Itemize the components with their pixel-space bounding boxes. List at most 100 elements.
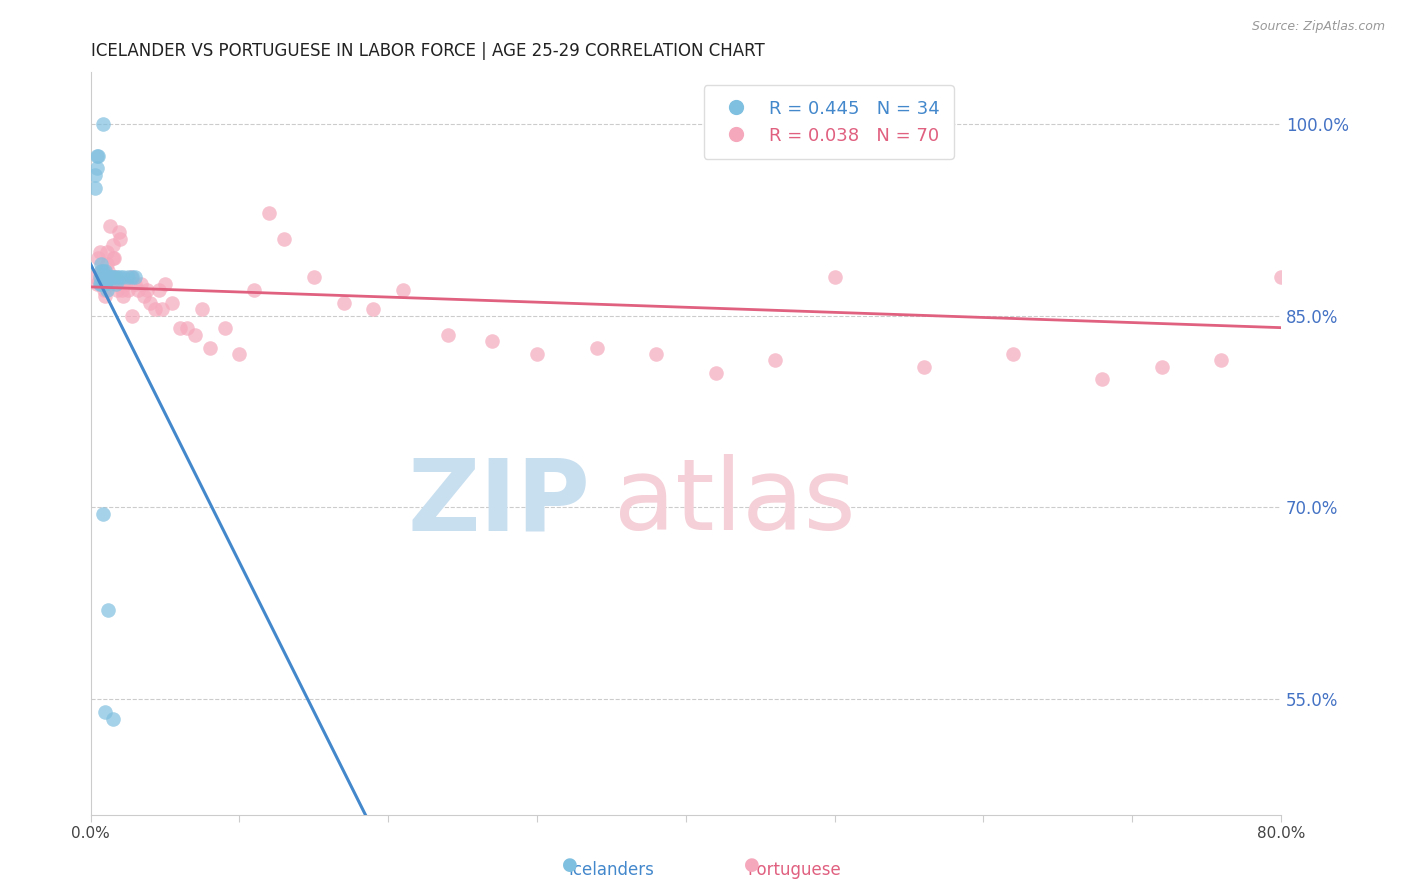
Point — [93, 270, 115, 285]
Point — [1315, 283, 1337, 297]
Point — [104, 270, 127, 285]
Point — [101, 251, 124, 265]
Point — [1270, 270, 1292, 285]
Point — [332, 295, 354, 310]
Point — [105, 283, 128, 297]
Point — [162, 295, 184, 310]
Point — [86, 148, 108, 162]
Point — [103, 270, 125, 285]
Point — [91, 507, 114, 521]
Point — [392, 283, 415, 297]
Point — [214, 321, 236, 335]
Text: Source: ZipAtlas.com: Source: ZipAtlas.com — [1251, 20, 1385, 33]
Point — [912, 359, 935, 374]
Point — [84, 168, 107, 182]
Point — [257, 206, 280, 220]
Point — [90, 277, 112, 291]
Point — [153, 277, 176, 291]
Point — [121, 309, 143, 323]
Point — [184, 327, 207, 342]
Point — [105, 270, 128, 285]
Point — [124, 277, 146, 291]
Point — [585, 341, 607, 355]
Point — [1091, 372, 1114, 386]
Point — [94, 264, 117, 278]
Point — [96, 283, 118, 297]
Point — [824, 270, 846, 285]
Point — [363, 302, 385, 317]
Point — [93, 283, 115, 297]
Point — [198, 341, 221, 355]
Point — [117, 283, 139, 297]
Point — [89, 277, 111, 291]
Text: ICELANDER VS PORTUGUESE IN LABOR FORCE | AGE 25-29 CORRELATION CHART: ICELANDER VS PORTUGUESE IN LABOR FORCE |… — [90, 42, 765, 60]
Point — [121, 270, 143, 285]
Point — [86, 161, 108, 176]
Point — [90, 277, 112, 291]
Point — [101, 238, 124, 252]
Point — [93, 270, 115, 285]
Point — [436, 327, 458, 342]
Point — [104, 277, 127, 291]
Text: ZIP: ZIP — [408, 454, 591, 551]
Point — [98, 219, 121, 233]
Point — [91, 264, 114, 278]
Point — [112, 270, 135, 285]
Point — [763, 353, 786, 368]
Point — [143, 302, 166, 317]
Point — [90, 257, 112, 271]
Point — [96, 257, 118, 271]
Point — [228, 347, 250, 361]
Point — [86, 277, 108, 291]
Point — [110, 270, 132, 285]
Point — [84, 180, 107, 194]
Point — [108, 225, 131, 239]
Point — [101, 270, 124, 285]
Point — [94, 277, 117, 291]
Point — [97, 603, 120, 617]
Point — [96, 244, 118, 259]
Text: ●: ● — [744, 856, 761, 874]
Point — [90, 264, 112, 278]
Point — [704, 366, 727, 380]
Point — [136, 283, 159, 297]
Text: atlas: atlas — [614, 454, 856, 551]
Point — [97, 270, 120, 285]
Point — [94, 289, 117, 303]
Point — [191, 302, 214, 317]
Point — [645, 347, 668, 361]
Text: ●: ● — [561, 856, 578, 874]
Text: Icelanders: Icelanders — [568, 861, 655, 879]
Point — [120, 270, 142, 285]
Point — [1360, 117, 1382, 131]
Point — [148, 283, 170, 297]
Point — [139, 295, 162, 310]
Point — [273, 232, 295, 246]
Point — [1150, 359, 1173, 374]
Point — [94, 705, 117, 719]
Point — [94, 277, 117, 291]
Point — [526, 347, 548, 361]
Point — [87, 251, 110, 265]
Point — [1211, 353, 1233, 368]
Point — [110, 232, 132, 246]
Point — [150, 302, 173, 317]
Point — [103, 251, 125, 265]
Point — [101, 712, 124, 726]
Point — [134, 289, 156, 303]
Point — [89, 270, 111, 285]
Point — [91, 117, 114, 131]
Point — [129, 277, 152, 291]
Point — [114, 277, 136, 291]
Point — [100, 270, 122, 285]
Point — [1002, 347, 1025, 361]
Point — [243, 283, 266, 297]
Text: Portuguese: Portuguese — [748, 861, 841, 879]
Point — [111, 283, 134, 297]
Point — [176, 321, 198, 335]
Point — [98, 270, 121, 285]
Point — [97, 264, 120, 278]
Point — [89, 244, 111, 259]
Point — [96, 270, 118, 285]
Point — [481, 334, 503, 348]
